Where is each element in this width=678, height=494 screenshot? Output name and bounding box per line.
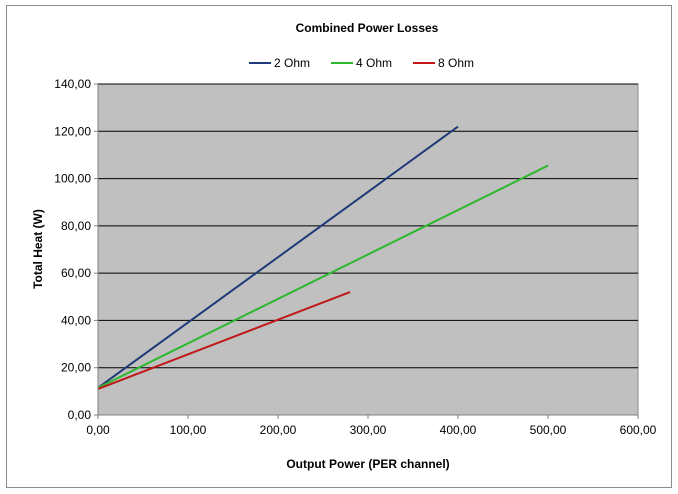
x-tick-label-1: 100,00 [170,423,207,437]
y-tick-label-1: 20,00 [61,361,91,375]
x-axis-title: Output Power (PER channel) [286,457,449,471]
legend-label-2-ohm: 2 Ohm [274,56,310,70]
y-tick-label-7: 140,00 [54,77,91,91]
y-tick-label-2: 40,00 [61,313,91,327]
y-axis-title: Total Heat (W) [31,209,45,289]
y-axis-ticks: 0,00 20,00 40,00 60,00 80,00 100,00 120,00 140,… [54,77,98,422]
chart-title: Combined Power Losses [296,21,439,35]
y-tick-label-6: 120,00 [54,124,91,138]
x-tick-label-5: 500,00 [530,423,567,437]
x-tick-label-0: 0,00 [86,423,110,437]
x-tick-label-3: 300,00 [350,423,387,437]
line-chart: Combined Power Losses 2 Ohm 4 Ohm 8 Ohm 0,… [31,21,657,471]
gridlines [98,83,638,369]
x-tick-label-4: 400,00 [440,423,477,437]
chart-legend: 2 Ohm 4 Ohm 8 Ohm [249,56,474,70]
x-axis-ticks: 0,00 100,00 200,00 300,00 400,00 500,00 600,00 [86,415,657,437]
plot-area [97,83,639,416]
x-tick-label-6: 600,00 [620,423,657,437]
y-tick-label-3: 60,00 [61,266,91,280]
series-line-4-ohm [97,164,549,389]
y-tick-label-0: 0,00 [68,408,92,422]
legend-label-8-ohm: 8 Ohm [438,56,474,70]
legend-label-4-ohm: 4 Ohm [356,56,392,70]
x-tick-label-2: 200,00 [260,423,297,437]
chart-frame: Combined Power Losses 2 Ohm 4 Ohm 8 Ohm 0,… [6,5,672,488]
y-tick-label-4: 80,00 [61,219,91,233]
series-line-8-ohm [97,291,351,390]
series-lines [97,125,549,390]
series-line-2-ohm [97,125,459,389]
y-tick-label-5: 100,00 [54,172,91,186]
